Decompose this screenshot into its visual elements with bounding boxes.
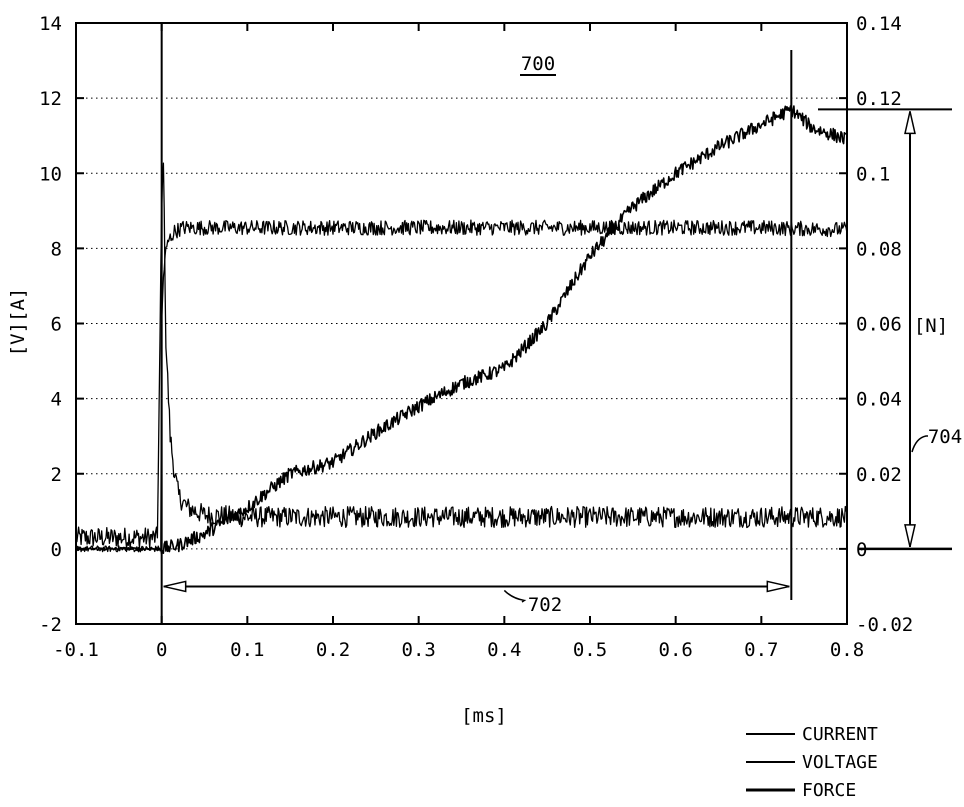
- duration-leader: [504, 590, 524, 602]
- x-tick-label: 0.6: [659, 639, 693, 661]
- y2-tick-label: 0.06: [856, 314, 902, 336]
- y-axis-title: [V][A]: [7, 288, 29, 357]
- x-tick-label: 0.8: [830, 639, 864, 661]
- force-arrow-head-top: [905, 111, 915, 133]
- x-tick-label: 0.5: [573, 639, 607, 661]
- y-tick-label: 8: [51, 238, 62, 260]
- series-line-current: [76, 163, 847, 548]
- y-tick-label: 0: [51, 539, 62, 561]
- y2-tick-label: 0.12: [856, 88, 902, 110]
- y-tick-label: -2: [39, 614, 62, 636]
- y2-tick-label: -0.02: [856, 614, 913, 636]
- x-tick-label: 0.4: [487, 639, 521, 661]
- force-arrow-head-bottom: [905, 525, 915, 547]
- x-axis-title: [ms]: [461, 705, 507, 727]
- y2-tick-label: 0.02: [856, 464, 902, 486]
- figure-ref-label: 700: [521, 53, 555, 75]
- y2-tick-label: 0.14: [856, 13, 902, 35]
- legend: CURRENT VOLTAGE FORCE: [746, 724, 878, 801]
- y-tick-label: 2: [51, 464, 62, 486]
- y2-tick-label: 0.08: [856, 238, 902, 260]
- series-line-voltage: [76, 220, 847, 552]
- x-tick-label: 0.7: [744, 639, 778, 661]
- duration-arrow-head-right: [767, 581, 789, 591]
- x-tick-label: 0.2: [316, 639, 350, 661]
- y2-tick-label: 0: [856, 539, 867, 561]
- x-tick-label: -0.1: [53, 639, 99, 661]
- y-tick-label: 14: [39, 13, 62, 35]
- y2-axis-title: [N]: [914, 315, 948, 337]
- force-leader: [912, 436, 928, 452]
- x-tick-label: 0: [156, 639, 167, 661]
- y2-tick-label: 0.04: [856, 389, 902, 411]
- y2-tick-label: 0.1: [856, 163, 890, 185]
- force-ref-label: 704: [928, 426, 962, 448]
- duration-ref-label: 702: [528, 594, 562, 616]
- y-tick-label: 6: [51, 314, 62, 336]
- legend-label-force: FORCE: [802, 780, 856, 801]
- grid-lines: [76, 98, 847, 549]
- legend-label-voltage: VOLTAGE: [802, 752, 878, 773]
- legend-label-current: CURRENT: [802, 724, 878, 745]
- x-tick-label: 0.3: [402, 639, 436, 661]
- x-tick-label: 0.1: [230, 639, 264, 661]
- y-tick-label: 12: [39, 88, 62, 110]
- y-tick-label: 10: [39, 163, 62, 185]
- duration-arrow-head-left: [164, 581, 186, 591]
- y-tick-label: 4: [51, 389, 62, 411]
